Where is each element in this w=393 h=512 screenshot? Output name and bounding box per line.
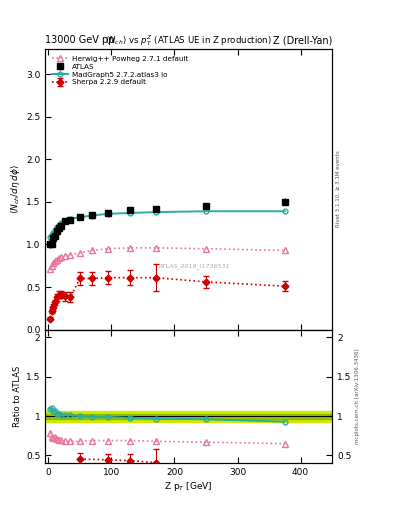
Herwig++ Powheg 2.7.1 default xyxy=(68,251,73,258)
MadGraph5 2.7.2.atlas3 lo xyxy=(51,229,56,236)
Line: Herwig++ Powheg 2.7.1 default: Herwig++ Powheg 2.7.1 default xyxy=(46,245,288,272)
MadGraph5 2.7.2.atlas3 lo xyxy=(59,220,63,226)
MadGraph5 2.7.2.atlas3 lo xyxy=(106,211,110,217)
Herwig++ Powheg 2.7.1 default xyxy=(57,255,61,261)
Herwig++ Powheg 2.7.1 default xyxy=(128,245,133,251)
MadGraph5 2.7.2.atlas3 lo xyxy=(47,233,52,240)
Herwig++ Powheg 2.7.1 default xyxy=(90,247,95,253)
Herwig++ Powheg 2.7.1 default xyxy=(55,257,59,263)
Y-axis label: $\langle N_{ch}/d\eta\,d\phi\rangle$: $\langle N_{ch}/d\eta\,d\phi\rangle$ xyxy=(9,164,22,214)
Bar xyxy=(45,414,332,418)
MadGraph5 2.7.2.atlas3 lo xyxy=(57,222,61,228)
Herwig++ Powheg 2.7.1 default xyxy=(59,254,63,260)
Herwig++ Powheg 2.7.1 default xyxy=(51,260,56,266)
MadGraph5 2.7.2.atlas3 lo xyxy=(68,216,73,222)
MadGraph5 2.7.2.atlas3 lo xyxy=(49,232,54,238)
MadGraph5 2.7.2.atlas3 lo xyxy=(283,208,287,215)
MadGraph5 2.7.2.atlas3 lo xyxy=(153,209,158,215)
X-axis label: Z p$_T$ [GeV]: Z p$_T$ [GeV] xyxy=(164,480,213,493)
Text: 13000 GeV pp: 13000 GeV pp xyxy=(45,35,115,45)
MadGraph5 2.7.2.atlas3 lo xyxy=(128,210,133,216)
Herwig++ Powheg 2.7.1 default xyxy=(53,259,58,265)
Herwig++ Powheg 2.7.1 default xyxy=(283,247,287,253)
MadGraph5 2.7.2.atlas3 lo xyxy=(204,208,208,215)
Y-axis label: Ratio to ATLAS: Ratio to ATLAS xyxy=(13,366,22,427)
Herwig++ Powheg 2.7.1 default xyxy=(106,246,110,252)
MadGraph5 2.7.2.atlas3 lo xyxy=(77,214,82,220)
Legend: Herwig++ Powheg 2.7.1 default, ATLAS, MadGraph5 2.7.2.atlas3 lo, Sherpa 2.2.9 de: Herwig++ Powheg 2.7.1 default, ATLAS, Ma… xyxy=(50,53,191,88)
Herwig++ Powheg 2.7.1 default xyxy=(204,246,208,252)
MadGraph5 2.7.2.atlas3 lo xyxy=(90,212,95,219)
MadGraph5 2.7.2.atlas3 lo xyxy=(55,224,59,230)
Y-axis label: Rivet 3.1.10, ≥ 3.1M events: Rivet 3.1.10, ≥ 3.1M events xyxy=(336,151,341,227)
Line: MadGraph5 2.7.2.atlas3 lo: MadGraph5 2.7.2.atlas3 lo xyxy=(47,209,287,239)
Herwig++ Powheg 2.7.1 default xyxy=(49,263,54,269)
Y-axis label: mcplots.cern.ch [arXiv:1306.3436]: mcplots.cern.ch [arXiv:1306.3436] xyxy=(356,349,360,444)
Title: $\langle N_{ch}\rangle$ vs $p_T^Z$ (ATLAS UE in Z production): $\langle N_{ch}\rangle$ vs $p_T^Z$ (ATLA… xyxy=(105,33,272,48)
MadGraph5 2.7.2.atlas3 lo xyxy=(62,218,67,224)
Herwig++ Powheg 2.7.1 default xyxy=(77,250,82,256)
Herwig++ Powheg 2.7.1 default xyxy=(47,266,52,272)
Bar xyxy=(45,411,332,422)
Text: Z (Drell-Yan): Z (Drell-Yan) xyxy=(273,35,332,45)
Text: ATLAS_2019_I1736531: ATLAS_2019_I1736531 xyxy=(159,264,230,269)
Herwig++ Powheg 2.7.1 default xyxy=(62,252,67,259)
Herwig++ Powheg 2.7.1 default xyxy=(153,245,158,251)
MadGraph5 2.7.2.atlas3 lo xyxy=(53,227,58,233)
